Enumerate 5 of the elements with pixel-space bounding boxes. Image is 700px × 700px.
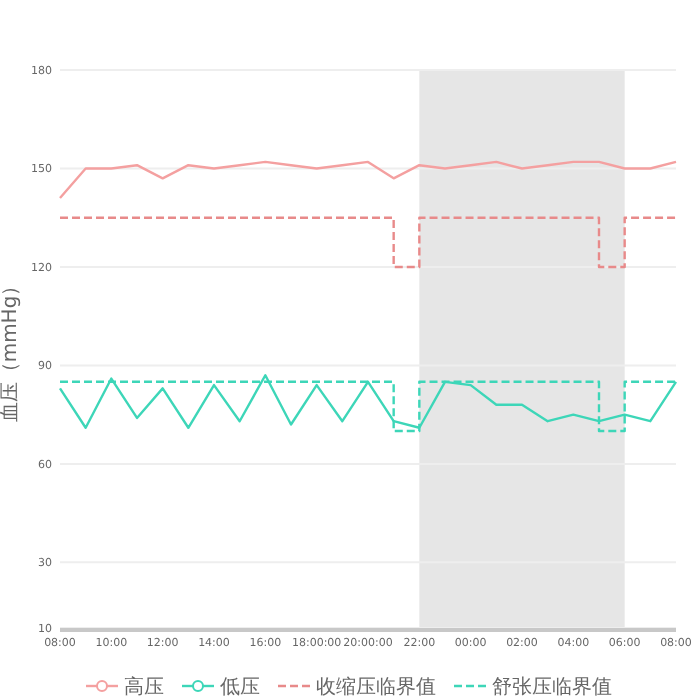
y-axis-title: 血压（mmHg）: [0, 275, 22, 423]
legend-label: 高压: [124, 675, 164, 699]
legend-label: 舒张压临界值: [492, 675, 612, 699]
legend-label: 收缩压临界值: [316, 675, 436, 699]
legend-label: 低压: [220, 677, 260, 699]
